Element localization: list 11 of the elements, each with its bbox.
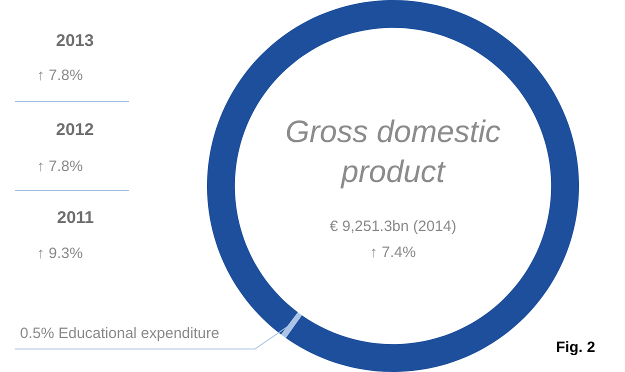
text: 2012: [56, 120, 94, 139]
text: ↑ 7.8%: [37, 158, 83, 175]
text: ↑ 7.8%: [37, 67, 83, 84]
text: 2013: [56, 31, 94, 50]
text: ↑ 9.3%: [37, 245, 83, 262]
text: ↑ 7.4%: [370, 244, 416, 261]
caption: Fig. 2: [556, 339, 596, 356]
text: € 9,251.3bn (2014): [328, 218, 458, 235]
slice-label: 0.5% Educational expenditure: [20, 325, 220, 342]
text: 2011: [57, 208, 94, 227]
text: Gross domestic product: [284, 113, 502, 191]
